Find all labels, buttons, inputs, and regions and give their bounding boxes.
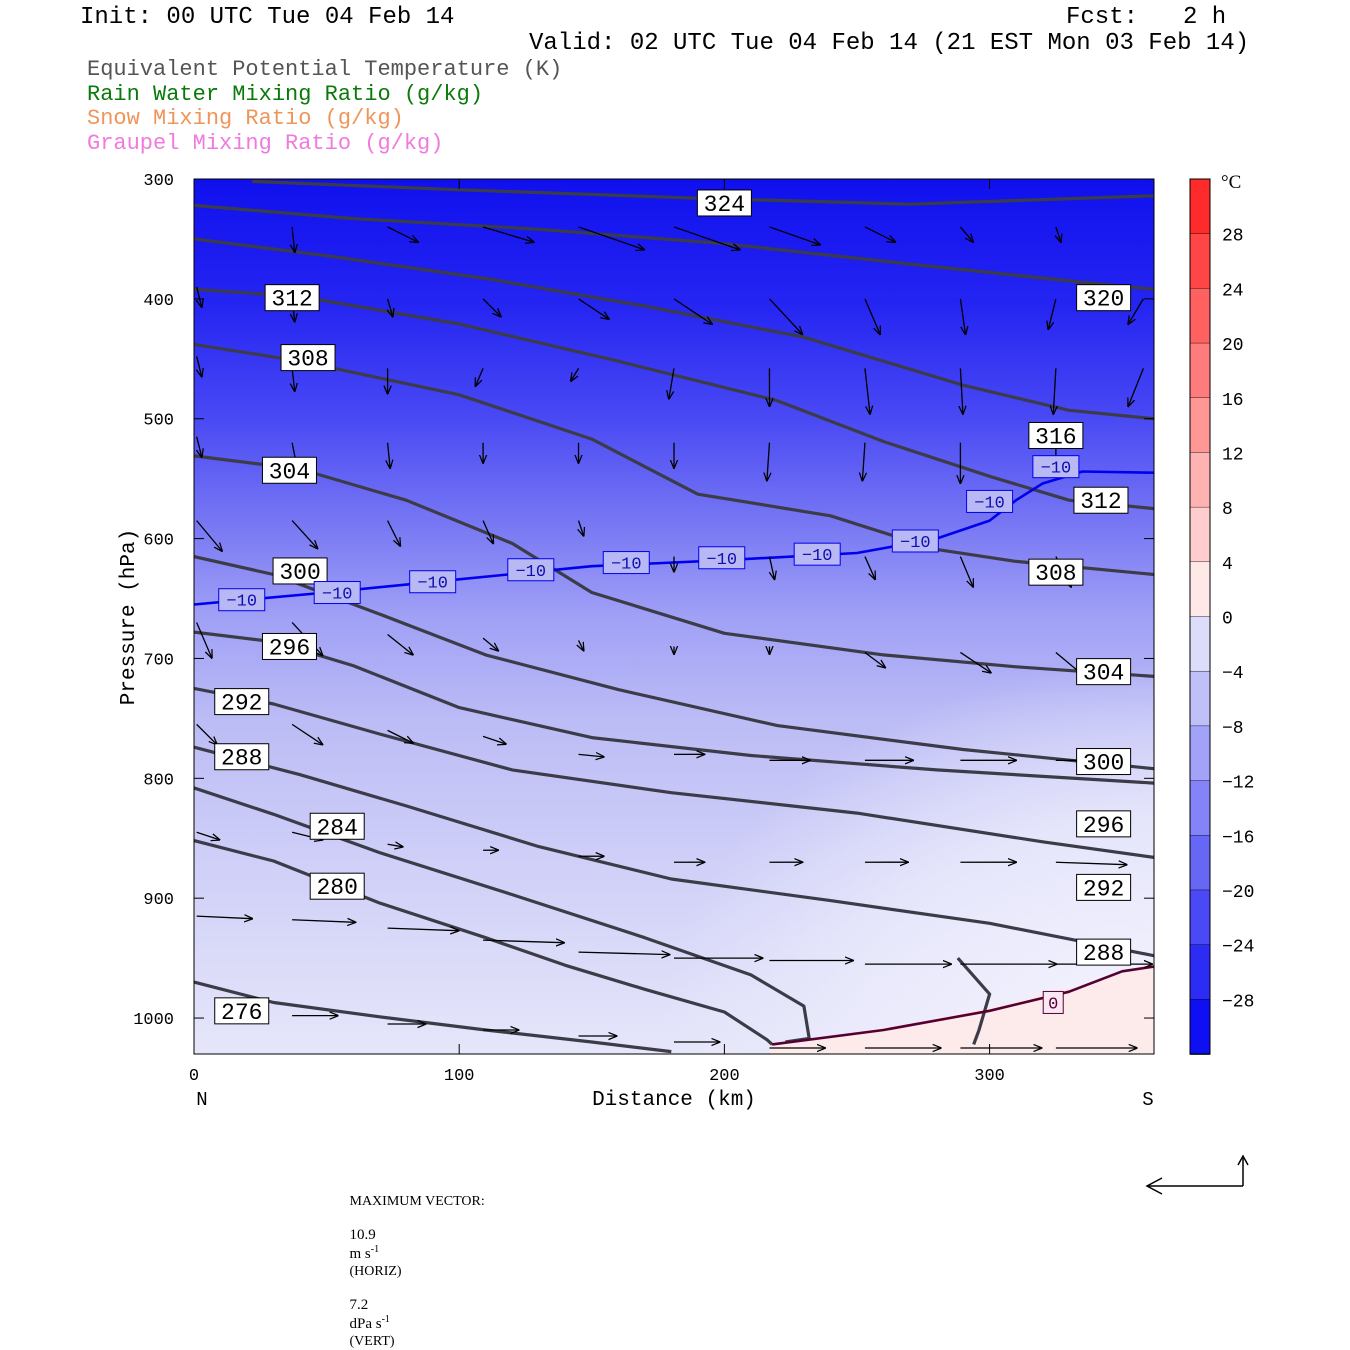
colorbar-segment bbox=[1190, 179, 1210, 234]
contour-label-text: 320 bbox=[1083, 287, 1124, 313]
isotherm-label-text: −10 bbox=[802, 547, 833, 566]
contour-label-text: 276 bbox=[221, 1000, 262, 1026]
contour-label-text: 324 bbox=[704, 192, 745, 218]
isotherm-label-text: −10 bbox=[900, 534, 931, 553]
contour-label-text: 288 bbox=[1083, 941, 1124, 967]
y-tick-label: 700 bbox=[143, 651, 174, 670]
colorbar-tick-label: 0 bbox=[1222, 610, 1233, 630]
isotherm-label-text: −10 bbox=[322, 586, 353, 605]
colorbar-segment bbox=[1190, 562, 1210, 617]
max-vector-legend: MAXIMUM VECTOR: 10.9 m s-1 (HORIZ) 7.2 d… bbox=[342, 1176, 485, 1350]
contour-label-text: 296 bbox=[1083, 813, 1124, 839]
isotherm-label-text: −10 bbox=[706, 551, 737, 570]
isotherm-label-text: 0 bbox=[1048, 995, 1058, 1014]
colorbar-segment bbox=[1190, 398, 1210, 453]
contour-label-text: 308 bbox=[1035, 561, 1076, 587]
colorbar-segment bbox=[1190, 452, 1210, 507]
colorbar-tick-label: −28 bbox=[1222, 992, 1254, 1012]
isotherm-label-text: −10 bbox=[515, 563, 546, 582]
contour-label-text: 280 bbox=[316, 875, 357, 901]
contour-label-text: 300 bbox=[1083, 751, 1124, 777]
y-tick-label: 400 bbox=[143, 292, 174, 311]
contour-label-text: 304 bbox=[1083, 661, 1124, 687]
colorbar-segment bbox=[1190, 726, 1210, 781]
colorbar-tick-label: −24 bbox=[1222, 938, 1254, 958]
horiz-tag: (HORIZ) bbox=[350, 1264, 402, 1279]
colorbar-segment bbox=[1190, 617, 1210, 672]
colorbar-tick-label: 20 bbox=[1222, 336, 1244, 356]
y-tick-label: 900 bbox=[143, 891, 174, 910]
x-axis-title: Distance (km) bbox=[592, 1089, 756, 1112]
colorbar-tick-label: −8 bbox=[1222, 719, 1244, 739]
vert-tag: (VERT) bbox=[350, 1334, 395, 1349]
y-tick-label: 500 bbox=[143, 412, 174, 431]
colorbar-segment bbox=[1190, 507, 1210, 562]
colorbar-segment bbox=[1190, 343, 1210, 398]
colorbar-tick-label: 16 bbox=[1222, 391, 1244, 411]
isotherm-label-text: −10 bbox=[1041, 460, 1072, 479]
isotherm-label-text: −10 bbox=[611, 556, 642, 575]
y-tick-label: 300 bbox=[143, 172, 174, 191]
vert-max-unit: dPa s bbox=[350, 1316, 382, 1332]
colorbar-segment bbox=[1190, 288, 1210, 343]
horiz-max-value: 10.9 bbox=[350, 1227, 376, 1243]
contour-label-text: 316 bbox=[1035, 425, 1076, 451]
colorbar-segment bbox=[1190, 671, 1210, 726]
contour-label-text: 312 bbox=[1080, 489, 1121, 515]
x-end-label-south: S bbox=[1142, 1089, 1153, 1111]
y-tick-label: 1000 bbox=[133, 1011, 174, 1030]
colorbar-tick-label: −4 bbox=[1222, 664, 1244, 684]
colorbar-tick-label: 8 bbox=[1222, 500, 1233, 520]
x-tick-label: 100 bbox=[444, 1067, 475, 1086]
x-tick-label: 0 bbox=[189, 1067, 199, 1086]
colorbar-tick-label: 12 bbox=[1222, 445, 1244, 465]
colorbar-unit: °C bbox=[1221, 172, 1241, 193]
horiz-max-unit: m s bbox=[350, 1246, 371, 1262]
colorbar-segment bbox=[1190, 890, 1210, 945]
isotherm-label-text: −10 bbox=[974, 494, 1005, 513]
colorbar-tick-label: −12 bbox=[1222, 774, 1254, 794]
x-end-label-north: N bbox=[196, 1089, 207, 1111]
colorbar-segment bbox=[1190, 999, 1210, 1054]
max-vector-label: MAXIMUM VECTOR: bbox=[350, 1194, 485, 1209]
colorbar-segment bbox=[1190, 945, 1210, 1000]
vert-max-value: 7.2 bbox=[350, 1297, 369, 1313]
vert-max-exponent: -1 bbox=[382, 1314, 390, 1325]
colorbar-tick-label: −16 bbox=[1222, 828, 1254, 848]
contour-label-text: 308 bbox=[287, 347, 328, 373]
colorbar-segment bbox=[1190, 781, 1210, 836]
colorbar-segment bbox=[1190, 234, 1210, 289]
isotherm-label-text: −10 bbox=[417, 575, 448, 594]
colorbar-segment bbox=[1190, 835, 1210, 890]
contour-label-text: 288 bbox=[221, 746, 262, 772]
colorbar-tick-label: 28 bbox=[1222, 227, 1244, 247]
contour-label-text: 304 bbox=[269, 459, 310, 485]
y-tick-label: 600 bbox=[143, 532, 174, 551]
y-tick-label: 800 bbox=[143, 771, 174, 790]
reference-vector-icon bbox=[1140, 1150, 1250, 1198]
colorbar-tick-label: −20 bbox=[1222, 883, 1254, 903]
contour-label-text: 296 bbox=[269, 635, 310, 661]
contour-label-text: 284 bbox=[316, 815, 357, 841]
isotherm-label-text: −10 bbox=[226, 593, 257, 612]
y-axis-title: Pressure (hPa) bbox=[118, 529, 141, 705]
colorbar-tick-label: 24 bbox=[1222, 281, 1244, 301]
x-tick-label: 300 bbox=[974, 1067, 1005, 1086]
horiz-max-exponent: -1 bbox=[371, 1244, 379, 1255]
colorbar-tick-label: 4 bbox=[1222, 555, 1233, 575]
contour-label-text: 292 bbox=[1083, 876, 1124, 902]
x-tick-label: 200 bbox=[709, 1067, 740, 1086]
contour-label-text: 312 bbox=[271, 287, 312, 313]
contour-label-text: 292 bbox=[221, 691, 262, 717]
